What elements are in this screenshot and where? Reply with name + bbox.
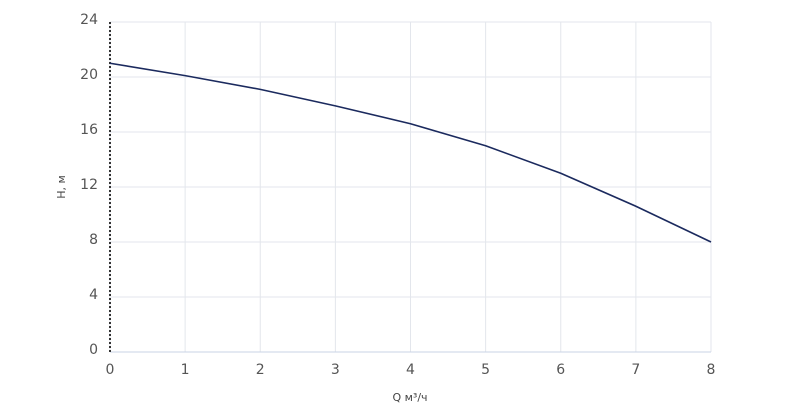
y-tick-label: 24 [80, 12, 98, 28]
x-tick-label: 4 [406, 362, 415, 378]
y-tick-label: 20 [80, 67, 98, 83]
x-tick-label: 3 [331, 362, 340, 378]
y-axis-label: H, м [55, 175, 68, 199]
y-tick-label: 12 [80, 177, 98, 193]
x-tick-label: 0 [106, 362, 115, 378]
x-tick-label: 1 [181, 362, 190, 378]
y-tick-label: 16 [80, 122, 98, 138]
y-tick-label: 8 [89, 232, 98, 248]
x-tick-label: 5 [481, 362, 490, 378]
x-tick-label: 7 [631, 362, 640, 378]
x-tick-label: 8 [707, 362, 716, 378]
line [109, 62, 712, 243]
x-tick-label: 6 [556, 362, 565, 378]
y-tick-label: 0 [89, 342, 98, 358]
x-axis-label: Q м³/ч [392, 391, 427, 404]
y-tick-label: 4 [89, 287, 98, 303]
x-tick-label: 2 [256, 362, 265, 378]
